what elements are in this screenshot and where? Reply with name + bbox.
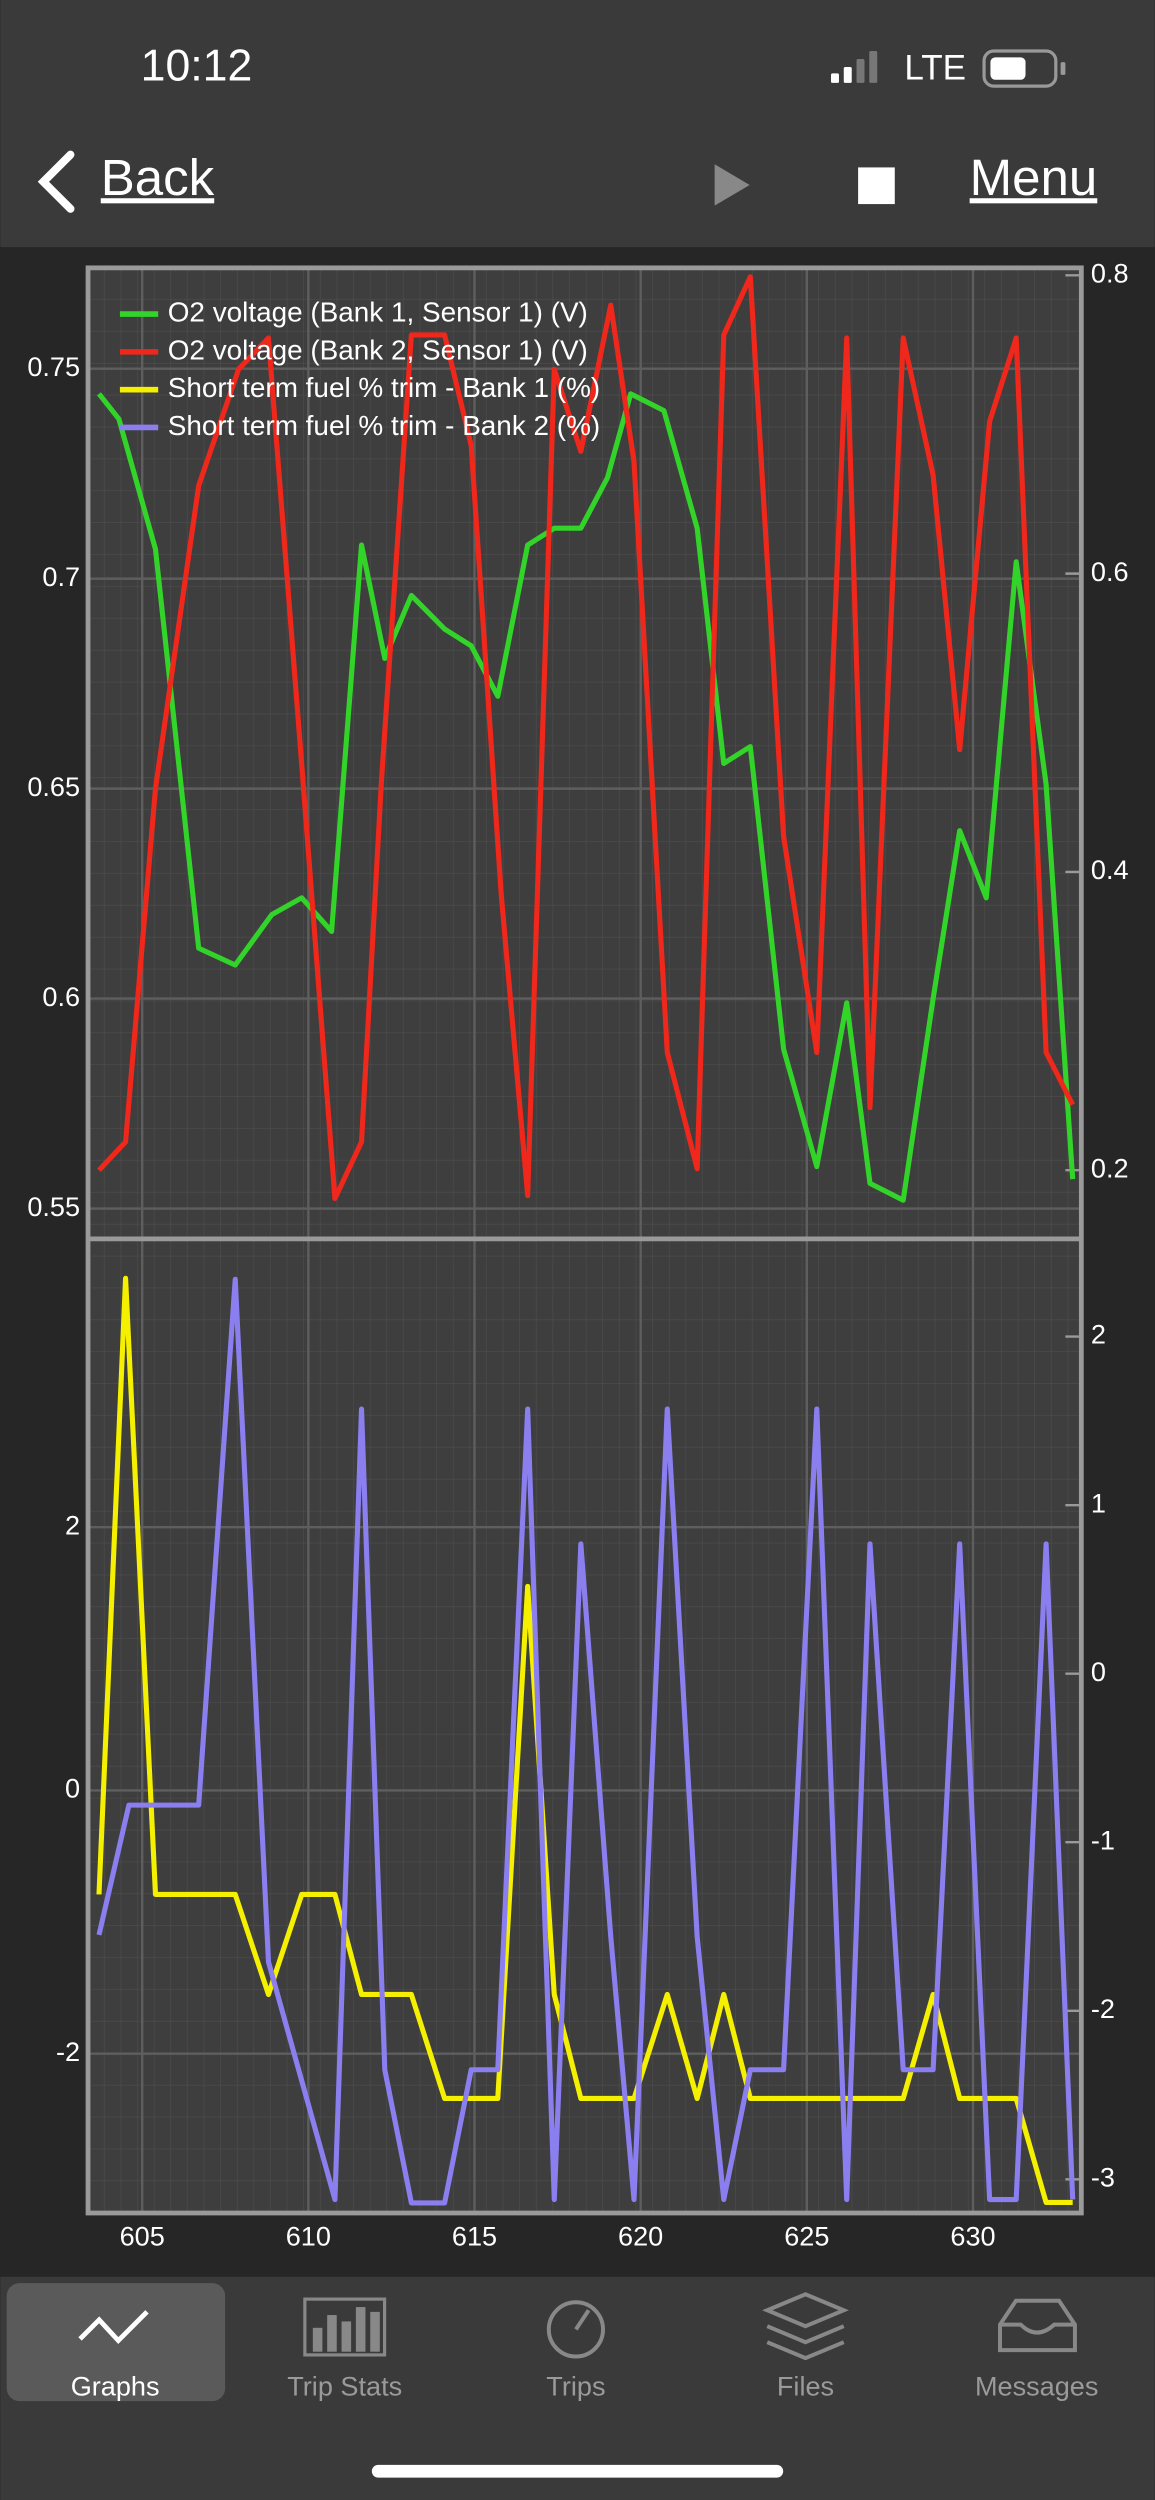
- tab-selected-bg: [6, 2283, 226, 2402]
- series-line: [96, 1275, 1073, 2206]
- files-icon[interactable]: [762, 2292, 849, 2361]
- y-tick-label: 2: [65, 1509, 80, 1540]
- x-tick-label: 605: [120, 2221, 165, 2252]
- legend-label: Short term fuel % trim - Bank 2 (%): [168, 410, 600, 441]
- status-network: LTE: [904, 48, 966, 87]
- series-line: [96, 1276, 1076, 2206]
- tab-label[interactable]: Messages: [975, 2371, 1098, 2402]
- home-indicator: [371, 2464, 784, 2478]
- stop-button[interactable]: [858, 167, 895, 205]
- series-line: [96, 391, 1076, 1203]
- battery-icon: [982, 49, 1066, 88]
- y2-tick-label: -3: [1091, 2161, 1115, 2192]
- y2-tick-label: 0.6: [1091, 556, 1129, 587]
- plot: 0.55 0.6 0.65 0.7 0.75 0.2 0.4 0.6 0.8 605 610 615 6…: [27, 257, 1128, 2251]
- tab-label[interactable]: Files: [777, 2371, 834, 2402]
- legend-label: O2 voltage (Bank 1, Sensor 1) (V): [168, 296, 588, 327]
- y-tick-label: 0: [65, 1773, 80, 1804]
- signal-icon: [831, 51, 878, 83]
- x-tick-label: 610: [286, 2221, 331, 2252]
- menu-button[interactable]: Menu: [970, 149, 1098, 206]
- graphs-icon[interactable]: [78, 2310, 149, 2345]
- x-tick-label: 625: [784, 2221, 829, 2252]
- y2-tick-label: 0.4: [1091, 854, 1129, 885]
- tab-label[interactable]: Trips: [546, 2371, 605, 2402]
- tab-label[interactable]: Graphs: [71, 2371, 160, 2402]
- status-time: 10:12: [141, 41, 253, 90]
- header-bg: [0, 0, 1155, 248]
- y2-tick-label: 0.8: [1091, 257, 1129, 288]
- y2-tick-label: 2: [1091, 1319, 1106, 1350]
- y2-tick-label: -1: [1091, 1824, 1115, 1855]
- y-tick-label: 0.55: [27, 1191, 80, 1222]
- y-tick-label: 0.7: [42, 561, 80, 592]
- legend-label: O2 voltage (Bank 2, Sensor 1) (V): [168, 334, 588, 365]
- x-tick-label: 630: [950, 2221, 995, 2252]
- trips-icon[interactable]: [546, 2300, 606, 2359]
- back-button[interactable]: Back: [101, 149, 215, 206]
- y2-tick-label: 1: [1091, 1487, 1106, 1518]
- y-tick-label: 0.75: [27, 351, 80, 382]
- y2-tick-label: -2: [1091, 1993, 1115, 2024]
- back-icon[interactable]: [37, 150, 75, 213]
- x-tick-label: 620: [618, 2221, 663, 2252]
- tab-label[interactable]: Trip Stats: [287, 2371, 402, 2402]
- y-tick-label: 0.65: [27, 771, 80, 802]
- play-button[interactable]: [714, 164, 750, 206]
- y-tick-label: 0.6: [42, 981, 80, 1012]
- y2-tick-label: 0: [1091, 1656, 1106, 1687]
- y2-tick-label: 0.2: [1091, 1152, 1129, 1183]
- messages-icon[interactable]: [998, 2298, 1077, 2353]
- tripstats-icon[interactable]: [303, 2297, 387, 2357]
- series-line: [97, 274, 1075, 1202]
- y-tick-label: -2: [56, 2036, 80, 2067]
- x-tick-label: 615: [452, 2221, 497, 2252]
- legend-label: Short term fuel % trim - Bank 1 (%): [168, 372, 600, 403]
